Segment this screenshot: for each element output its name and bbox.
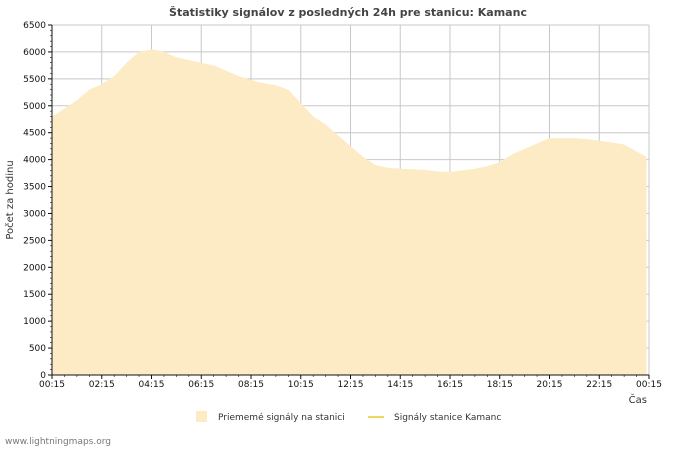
y-tick-label: 0	[40, 371, 46, 381]
x-tick-label: 12:15	[338, 380, 364, 390]
y-tick-label: 1500	[23, 290, 46, 300]
x-tick-label: 16:15	[437, 380, 463, 390]
x-tick-labels: 00:15 02:15 04:15 06:15 08:15 10:15 12:15 14:15…	[39, 380, 662, 390]
axes	[48, 24, 650, 379]
x-tick-label: 00:15	[39, 380, 65, 390]
x-tick-label: 02:15	[89, 380, 115, 390]
y-tick-label: 500	[29, 344, 46, 354]
y-tick-label: 5500	[23, 75, 46, 85]
y-tick-label: 2500	[23, 236, 46, 246]
x-tick-label: 14:15	[387, 380, 413, 390]
y-tick-label: 3500	[23, 183, 46, 193]
x-tick-label: 10:15	[288, 380, 314, 390]
y-tick-label: 4500	[23, 129, 46, 139]
plot-area	[52, 49, 647, 375]
y-tick-labels: 0 500 1000 1500 2000 2500 3000 3500 4000 4500 5000…	[23, 21, 46, 381]
y-tick-label: 5000	[23, 102, 46, 112]
legend-line-label: Signály stanice Kamanc	[394, 413, 501, 423]
x-tick-label: 18:15	[487, 380, 513, 390]
y-tick-label: 6000	[23, 48, 46, 58]
x-tick-label: 04:15	[139, 380, 165, 390]
legend-area-label: Priememé signály na stanici	[218, 412, 345, 423]
legend-area-swatch	[196, 411, 207, 422]
chart-title: Štatistiky signálov z posledných 24h pre…	[169, 6, 527, 19]
x-tick-label: 08:15	[238, 380, 264, 390]
y-axis-title: Počet za hodinu	[4, 160, 16, 239]
footer-site: www.lightningmaps.org	[5, 437, 111, 447]
x-tick-label: 00:15	[636, 380, 662, 390]
x-tick-label: 06:15	[188, 380, 214, 390]
x-tick-label: 22:15	[586, 380, 612, 390]
y-tick-label: 4000	[23, 156, 46, 166]
y-tick-label: 2000	[23, 263, 46, 273]
legend: Priememé signály na stanici Signály stan…	[196, 411, 501, 423]
area-series-average	[52, 49, 647, 375]
y-tick-label: 3000	[23, 209, 46, 219]
x-axis-title: Čas	[629, 393, 647, 406]
x-tick-label: 20:15	[537, 380, 563, 390]
y-tick-label: 1000	[23, 317, 46, 327]
y-tick-label: 6500	[23, 21, 46, 31]
